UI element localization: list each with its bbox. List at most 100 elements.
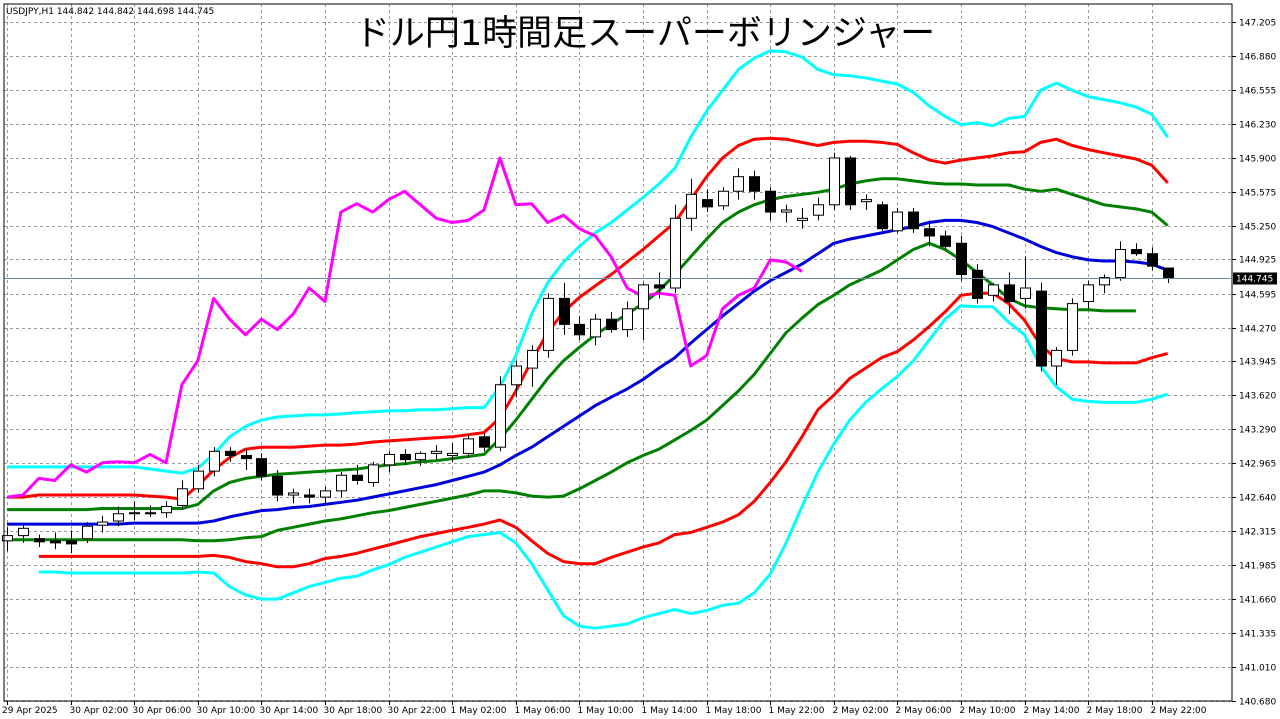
candle-body-down [479, 436, 490, 448]
candle-body-down [1147, 253, 1158, 267]
plot-frame [3, 3, 1233, 702]
candle-body-up [368, 464, 379, 484]
y-tick-label: 140.680 [1239, 698, 1276, 708]
y-tick-label: 144.925 [1239, 256, 1276, 266]
candle-body-down [845, 157, 856, 206]
candle-body-up [861, 199, 872, 203]
candle [781, 204, 792, 223]
candle [304, 488, 315, 504]
current-price-tag: 144.745 [1233, 272, 1277, 285]
candle-body-up [415, 452, 426, 461]
candle [2, 527, 13, 552]
candle [336, 472, 347, 498]
x-tick-label: 30 Apr 06:00 [133, 706, 192, 716]
candle [193, 464, 204, 493]
indicator-lines [6, 49, 1169, 630]
upper1-line [7, 177, 1169, 512]
candle-body-down [145, 512, 156, 515]
time-axis: 29 Apr 2025 30 Apr 02:00 30 Apr 06:00 30 Ap… [2, 701, 1207, 716]
candle-body-down [924, 228, 935, 237]
candle [654, 272, 665, 299]
candle-body-up [686, 193, 697, 219]
candle-body-up [1099, 277, 1110, 286]
candle [574, 316, 585, 341]
candle [1083, 280, 1094, 309]
candle-body-down [765, 190, 776, 213]
candle-body-up [638, 284, 649, 310]
symbol-info: USDJPY,H1 144.842 144.842 144.698 144.74… [6, 7, 214, 17]
candle [400, 449, 411, 465]
candle [479, 433, 490, 452]
y-tick-label: 146.880 [1239, 53, 1276, 63]
candle [861, 194, 872, 210]
candle-body-up [320, 490, 331, 498]
candle [1147, 247, 1158, 271]
y-tick-label: 146.555 [1239, 87, 1276, 97]
candle [829, 152, 840, 210]
y-tick-label: 141.660 [1239, 596, 1276, 606]
candle [543, 293, 554, 358]
candle-body-down [1036, 290, 1047, 367]
candle-body-down [1004, 284, 1015, 303]
lagging-line [6, 156, 803, 499]
y-tick-label: 142.315 [1239, 528, 1276, 538]
candle-body-up [288, 492, 299, 496]
candle [527, 345, 538, 387]
candle-body-up [781, 209, 792, 213]
candle [606, 311, 617, 333]
x-tick-label: 2 May 10:00 [960, 706, 1016, 716]
candle [1036, 282, 1047, 372]
candle [797, 207, 808, 229]
candle [495, 376, 506, 452]
candle-body-down [877, 204, 888, 230]
candle [1051, 347, 1062, 385]
candle-body-down [304, 494, 315, 498]
y-tick-label: 141.985 [1239, 562, 1276, 572]
candle-body-down [702, 199, 713, 208]
chart-title: ドル円1時間足スーパーボリンジャー [355, 14, 935, 54]
candle [940, 230, 951, 250]
candle [431, 445, 442, 460]
x-tick-label: 1 May 18:00 [706, 706, 762, 716]
candle [956, 235, 967, 281]
candle-body-up [511, 365, 522, 386]
y-tick-label: 143.620 [1239, 392, 1276, 402]
candle-body-down [1163, 267, 1174, 279]
candle [718, 187, 729, 210]
y-tick-label: 147.205 [1239, 19, 1276, 29]
candle-body-down [956, 242, 967, 275]
candle-body-down [272, 475, 283, 496]
y-tick-label: 145.575 [1239, 189, 1276, 199]
candle [988, 282, 999, 302]
candle [225, 447, 236, 462]
candle-body-down [972, 269, 983, 299]
candle [559, 282, 570, 335]
x-tick-label: 1 May 22:00 [769, 706, 825, 716]
candle-body-up [495, 384, 506, 448]
y-tick-label: 144.595 [1239, 291, 1276, 301]
y-tick-label: 142.640 [1239, 494, 1276, 504]
candle-body-up [97, 521, 108, 526]
x-tick-label: 2 May 02:00 [833, 706, 889, 716]
candle [765, 187, 776, 221]
x-tick-label: 30 Apr 02:00 [70, 706, 129, 716]
candle [686, 178, 697, 231]
candle-body-up [829, 157, 840, 206]
candle-body-down [400, 453, 411, 461]
candle [320, 486, 331, 506]
upper3-line [7, 49, 1169, 475]
candle [1131, 243, 1142, 256]
candle-body-up [447, 452, 458, 456]
candle-body-down [654, 284, 665, 289]
middle-line [7, 218, 1169, 526]
price-axis: 147.205 146.880 146.555 146.230 145.900 145.5… [1232, 19, 1276, 708]
candle-body-up [797, 217, 808, 221]
candle [145, 505, 156, 517]
y-tick-label: 146.230 [1239, 121, 1276, 131]
candle [511, 360, 522, 398]
candle-body-down [574, 323, 585, 336]
candle [972, 264, 983, 304]
x-tick-label: 30 Apr 14:00 [260, 706, 319, 716]
candle-body-up [718, 190, 729, 207]
